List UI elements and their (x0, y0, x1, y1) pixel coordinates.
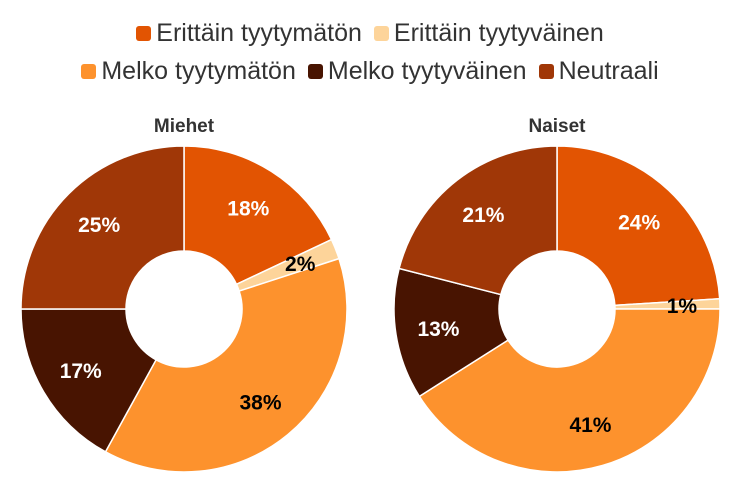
data-label-melko-tyytymaton: 41% (569, 414, 611, 437)
legend-label: Erittäin tyytyväinen (393, 18, 604, 47)
slice-neutraali (20, 145, 185, 310)
data-label-melko-tyytymaton: 38% (239, 391, 281, 414)
legend-item-erittain-tyytyvainen: Erittäin tyytyväinen (373, 18, 604, 48)
legend-swatch (81, 63, 97, 79)
slice-melko-tyytymaton (104, 257, 348, 473)
slice-melko-tyytyvainen (20, 308, 158, 453)
legend-swatch (136, 25, 152, 41)
data-label-melko-tyytyvainen: 13% (417, 318, 459, 341)
legend-row-2: Melko tyytymätön Melko tyytyväinen Neutr… (0, 52, 740, 90)
legend-item-neutraali: Neutraali (538, 56, 659, 86)
donut-naiset: Naiset 24% 1% 41% 13% 21% (393, 116, 721, 473)
legend-label: Melko tyytymätön (101, 56, 296, 85)
chart-title: Miehet (154, 116, 215, 137)
legend-row-1: Erittäin tyytymätön Erittäin tyytyväinen (0, 14, 740, 52)
chart-title: Naiset (528, 116, 586, 137)
slice-erittain-tyytymaton (183, 145, 333, 286)
legend-swatch (307, 63, 323, 79)
donut-miehet: Miehet 18% 2% 38% 17% 25% (20, 116, 348, 473)
legend-label: Melko tyytyväinen (327, 56, 527, 85)
data-label-erittain-tyytymaton: 18% (227, 198, 269, 221)
legend-swatch (538, 63, 554, 79)
data-label-erittain-tyytyvainen: 1% (667, 295, 698, 318)
data-label-neutraali: 25% (78, 214, 120, 237)
slice-melko-tyytyvainen (393, 267, 510, 398)
data-label-melko-tyytyvainen: 17% (60, 360, 102, 383)
data-label-erittain-tyytymaton: 24% (618, 212, 660, 235)
legend-label: Erittäin tyytymätön (156, 18, 362, 47)
data-label-neutraali: 21% (462, 204, 504, 227)
legend: Erittäin tyytymätön Erittäin tyytyväinen… (0, 14, 740, 90)
slice-melko-tyytymaton (418, 308, 721, 473)
legend-item-melko-tyytymaton: Melko tyytymätön (81, 57, 296, 86)
slice-neutraali (398, 145, 558, 296)
data-label-erittain-tyytyvainen: 2% (285, 253, 316, 276)
legend-item-erittain-tyytymaton: Erittäin tyytymätön (136, 19, 362, 48)
legend-swatch (373, 25, 389, 41)
slice-erittain-tyytymaton (556, 145, 721, 307)
legend-item-melko-tyytyvainen: Melko tyytyväinen (307, 56, 527, 86)
legend-label: Neutraali (558, 56, 659, 85)
